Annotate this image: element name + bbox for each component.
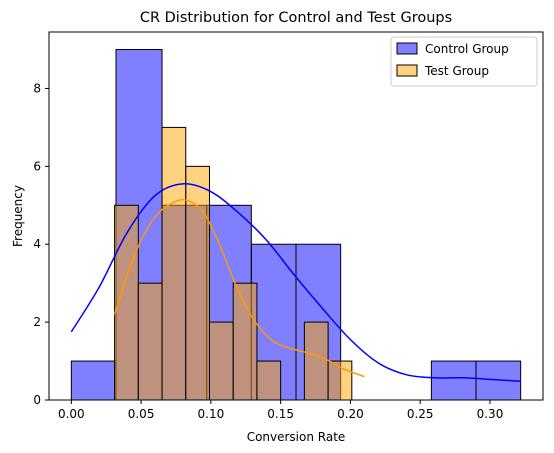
y-axis: 0 2 4 6 8 [33, 81, 49, 407]
chart-title: CR Distribution for Control and Test Gro… [140, 10, 452, 26]
legend-box [390, 36, 538, 87]
y-axis-label: Frequency [11, 185, 25, 247]
test-bar-2 [161, 126, 187, 401]
x-tick-label: 0.30 [477, 407, 504, 421]
legend-label-control: Control Group [425, 42, 509, 56]
legend-label-test: Test Group [424, 64, 489, 78]
control-kde-line [70, 183, 521, 383]
test-bar-7 [303, 321, 329, 401]
x-tick-label: 0.15 [267, 407, 294, 421]
control-bar-0 [70, 360, 117, 401]
test-bar-1 [137, 282, 163, 401]
y-tick-label: 4 [33, 237, 41, 251]
y-tick-label: 8 [33, 81, 41, 95]
y-tick-label: 0 [33, 393, 41, 407]
x-tick-label: 0.10 [198, 407, 225, 421]
x-tick-label: 0.00 [58, 407, 85, 421]
x-tick-label: 0.25 [407, 407, 434, 421]
legend-swatch-test [396, 64, 418, 77]
legend-swatch-control [396, 42, 418, 55]
test-bars [114, 126, 353, 401]
test-bar-5 [232, 282, 258, 401]
x-tick-label: 0.05 [128, 407, 155, 421]
x-axis-label: Conversion Rate [247, 430, 346, 444]
test-bar-6 [256, 360, 282, 401]
y-tick-label: 6 [33, 159, 41, 173]
kde-lines [70, 183, 521, 383]
y-tick-label: 2 [33, 315, 41, 329]
x-tick-label: 0.20 [337, 407, 364, 421]
plot-area [70, 49, 522, 401]
test-bar-4 [208, 321, 234, 401]
x-axis: 0.00 0.05 0.10 0.15 0.20 0.25 0.30 [58, 400, 503, 421]
control-bar-6 [430, 360, 477, 401]
plot-frame [48, 31, 544, 401]
legend: Control Group Test Group [390, 36, 538, 87]
test-kde-line [113, 198, 365, 378]
